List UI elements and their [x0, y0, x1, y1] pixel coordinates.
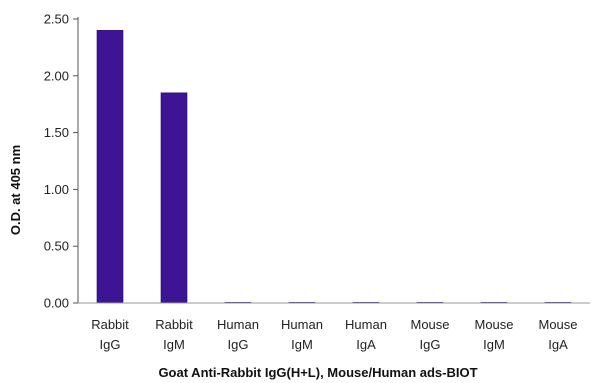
x-tick-label-line: Human [217, 317, 259, 332]
bars [96, 30, 572, 304]
bar [96, 30, 124, 304]
x-tick-label-line: IgA [548, 337, 568, 352]
x-tick-label: Human IgM [281, 317, 323, 352]
y-tick-label: 2.50 [44, 12, 69, 27]
x-tick-label: Rabbit IgM [155, 317, 193, 352]
x-tick-label: Rabbit IgG [91, 317, 129, 352]
x-tick-label: Mouse IgG [410, 317, 449, 352]
x-tick-label-line: Mouse [410, 317, 449, 332]
bar [160, 92, 188, 304]
x-tick-label-line: Human [345, 317, 387, 332]
x-tick-label-line: IgM [291, 337, 313, 352]
x-tick-label-line: Mouse [474, 317, 513, 332]
x-tick-label-line: IgG [228, 337, 249, 352]
x-tick-label-line: IgG [420, 337, 441, 352]
x-tick-label-line: Human [281, 317, 323, 332]
x-tick-label-line: IgA [356, 337, 376, 352]
x-tick-label-line: Mouse [538, 317, 577, 332]
x-tick-label-line: IgM [163, 337, 185, 352]
y-tick-label: 1.50 [44, 125, 69, 140]
x-tick-label-line: IgM [483, 337, 505, 352]
x-axis: Rabbit IgG Rabbit IgM Human IgG Human IgM Human I… [78, 302, 590, 352]
y-tick-label: 0.50 [44, 239, 69, 254]
x-tick-label-line: Rabbit [91, 317, 129, 332]
x-tick-label-line: Rabbit [155, 317, 193, 332]
y-tick-label: 1.00 [44, 182, 69, 197]
y-axis-title: O.D. at 405 nm [8, 145, 23, 235]
y-tick-label: 0.00 [44, 296, 69, 311]
x-tick-label: Mouse IgA [538, 317, 577, 352]
x-tick-label: Human IgA [345, 317, 387, 352]
x-tick-label: Human IgG [217, 317, 259, 352]
x-axis-title: Goat Anti-Rabbit IgG(H+L), Mouse/Human a… [158, 365, 477, 380]
y-tick-label: 2.00 [44, 68, 69, 83]
y-axis: 0.00 0.50 1.00 1.50 2.00 2.50 [44, 12, 79, 311]
x-tick-label-line: IgG [100, 337, 121, 352]
x-tick-label: Mouse IgM [474, 317, 513, 352]
